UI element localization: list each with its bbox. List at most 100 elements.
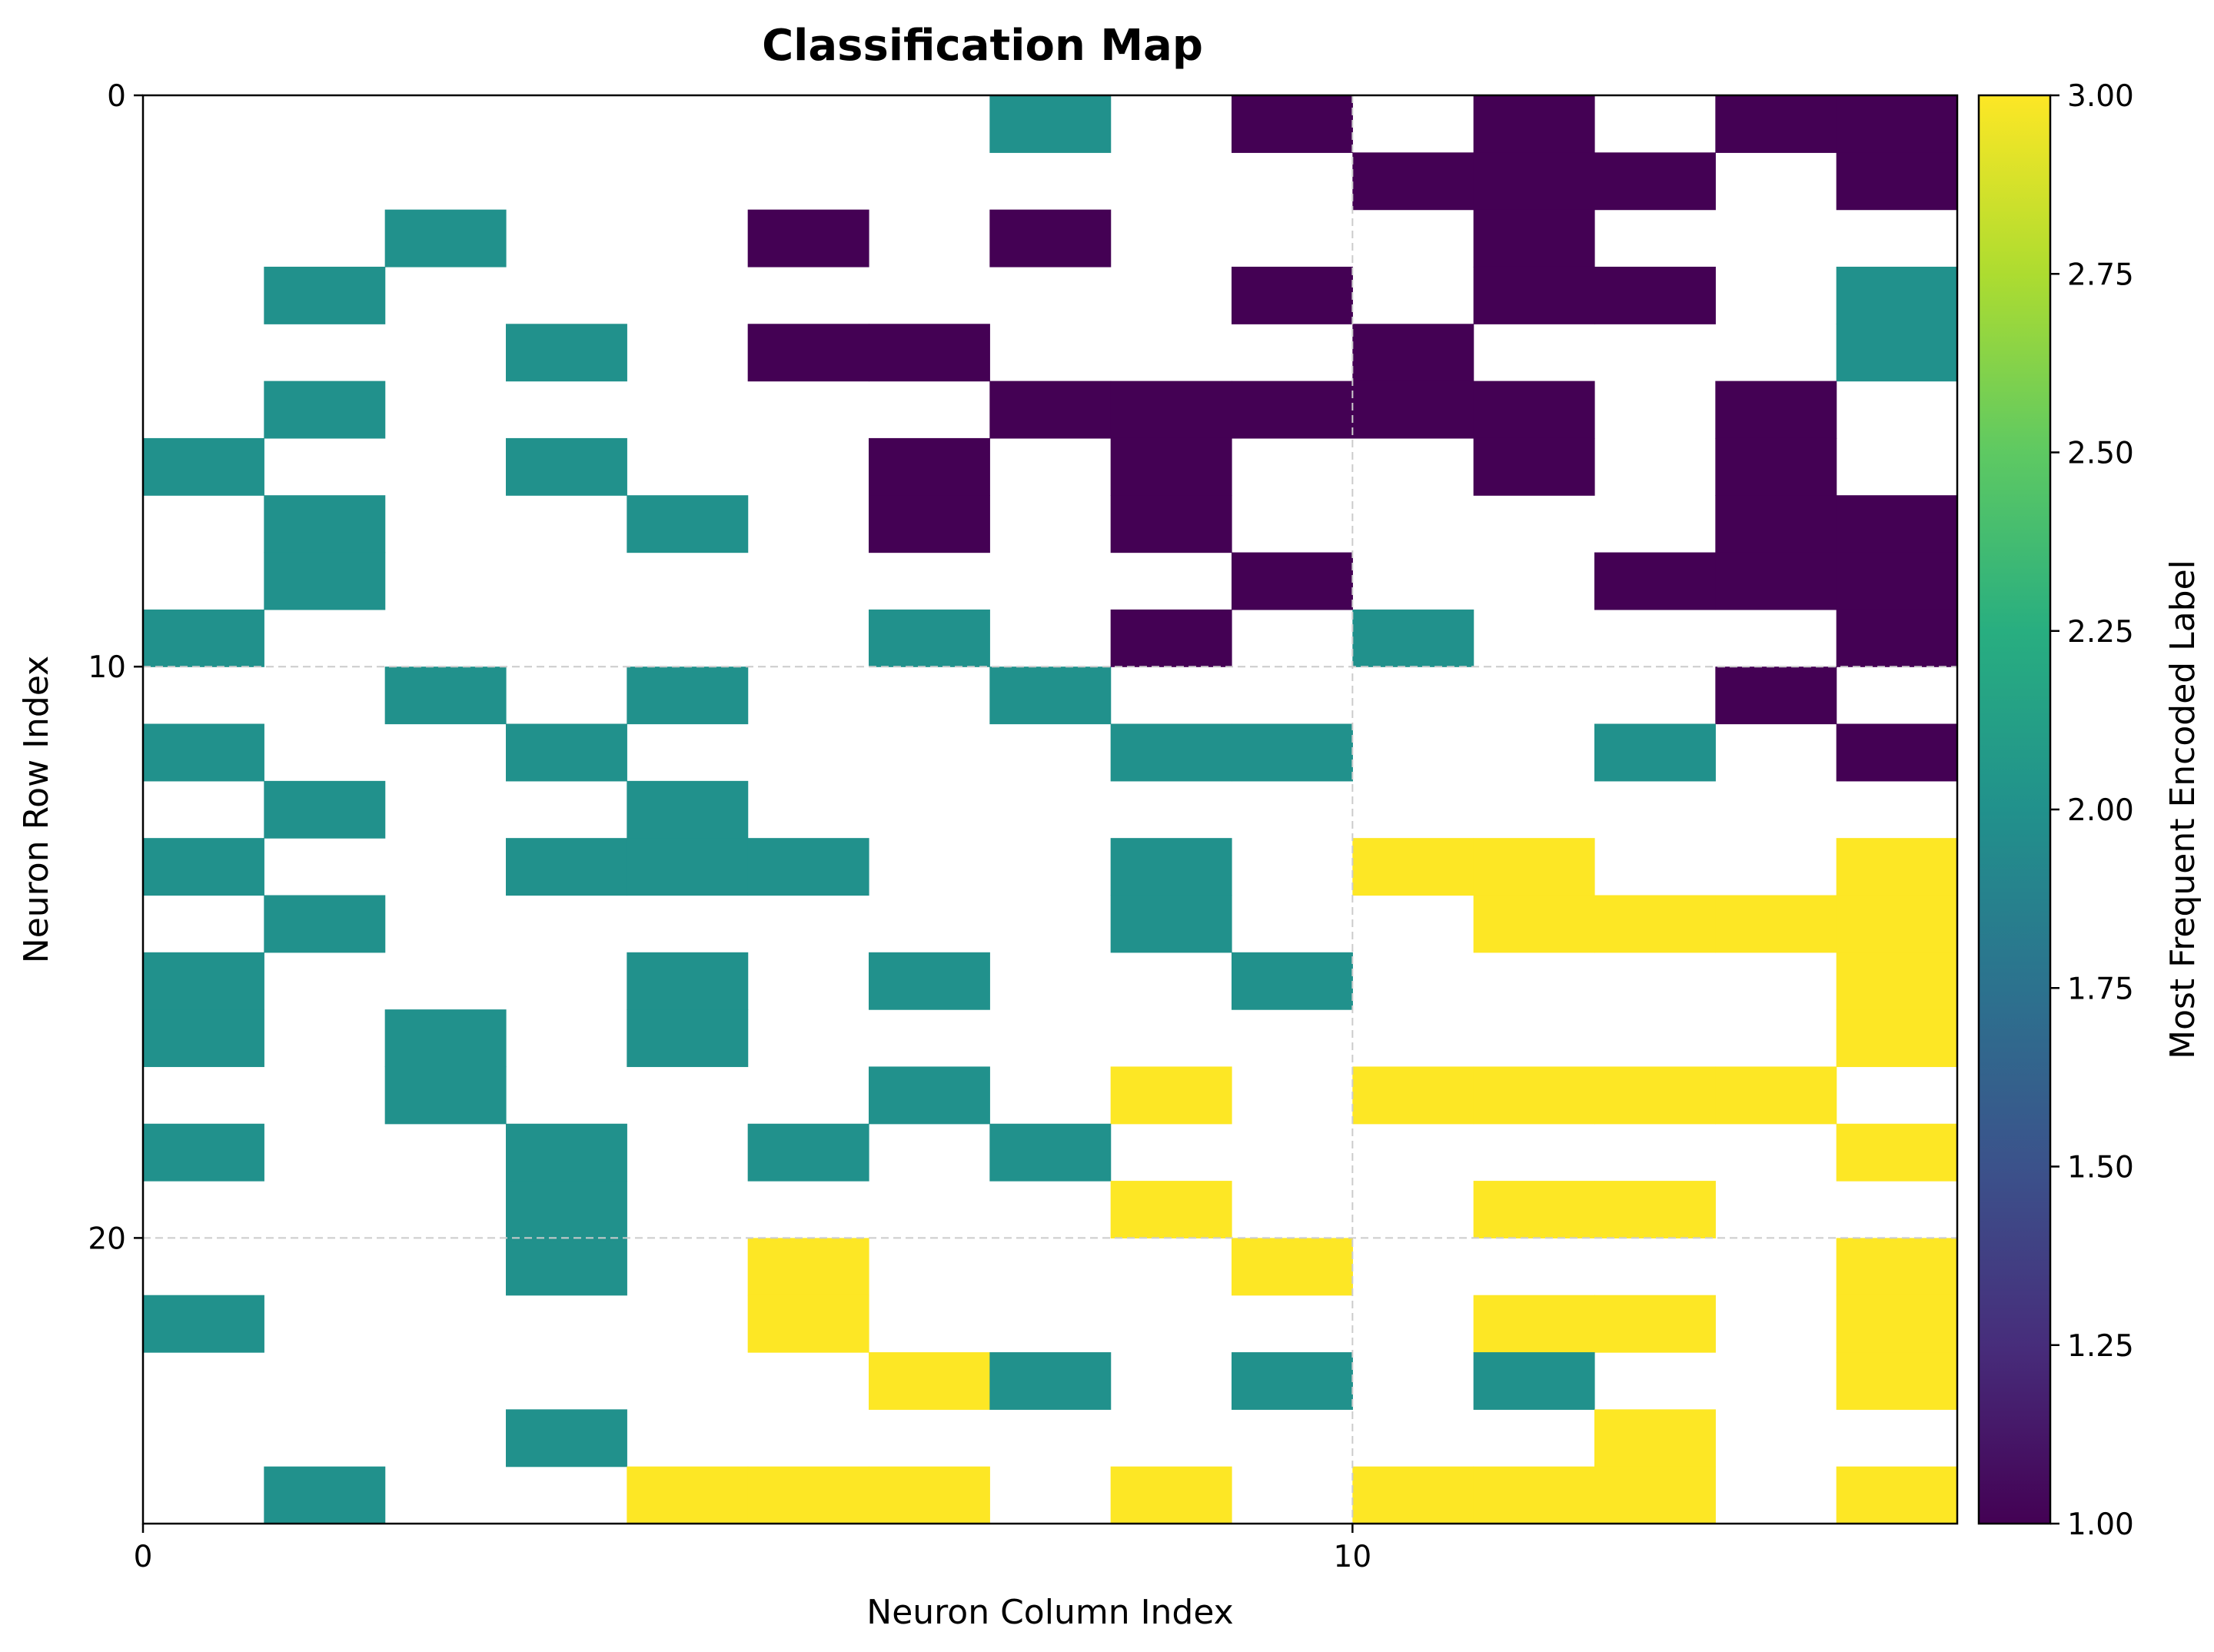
heatmap-cell <box>869 952 990 1010</box>
colorbar-tick-label: 2.75 <box>2067 258 2134 292</box>
heatmap-cell <box>1836 1352 1958 1410</box>
heatmap-cell <box>1836 552 1958 610</box>
heatmap-cell <box>1232 381 1353 439</box>
heatmap-cell <box>264 1466 386 1524</box>
heatmap-cell <box>1836 838 1958 896</box>
heatmap-cell <box>1473 895 1595 953</box>
heatmap-cell <box>1232 1352 1353 1410</box>
heatmap-cell <box>506 324 627 382</box>
heatmap-cell <box>1110 1466 1232 1524</box>
colorbar-tick-label: 2.25 <box>2067 615 2134 650</box>
plot-frame <box>141 94 1959 1525</box>
heatmap-cell <box>1232 952 1353 1010</box>
heatmap-cell <box>1473 1181 1595 1238</box>
heatmap-cell <box>1473 209 1595 268</box>
heatmap-cell <box>143 838 264 896</box>
y-tick-label: 20 <box>88 1222 126 1256</box>
heatmap-cell <box>1352 152 1474 211</box>
heatmap-cell <box>1473 838 1595 896</box>
heatmap-cell <box>1232 723 1353 782</box>
heatmap-cell <box>506 1409 627 1468</box>
heatmap-cell <box>1110 609 1232 667</box>
y-tick-label: 10 <box>88 650 126 685</box>
heatmap-cell <box>989 1352 1112 1410</box>
heatmap-cell <box>506 1181 627 1238</box>
heatmap-cell <box>1473 1352 1595 1410</box>
heatmap-cell <box>384 1009 507 1068</box>
colorbar-tick-label: 1.00 <box>2067 1507 2134 1542</box>
heatmap-cell <box>1352 324 1474 382</box>
heatmap-cell <box>1836 152 1958 211</box>
heatmap-cell <box>1836 1466 1958 1524</box>
heatmap-cell <box>1715 552 1837 610</box>
heatmap-cell <box>1836 324 1958 382</box>
heatmap-cell <box>1836 495 1958 553</box>
heatmap-cell <box>1110 495 1232 553</box>
heatmap-cell <box>747 1466 869 1524</box>
heatmap-cell <box>1594 1181 1716 1238</box>
heatmap-cell <box>264 552 386 610</box>
heatmap-cell <box>143 609 264 667</box>
heatmap-cell <box>1836 1009 1958 1068</box>
heatmap-cell <box>143 952 264 1010</box>
heatmap-cell <box>1836 1123 1958 1182</box>
heatmap-cell <box>506 1238 627 1296</box>
heatmap-cell <box>1594 1409 1716 1468</box>
heatmap-cell <box>869 1466 990 1524</box>
x-tick-label: 0 <box>134 1540 153 1574</box>
heatmap-cell <box>264 780 386 839</box>
heatmap-cell <box>1110 895 1232 953</box>
heatmap-cell <box>1836 95 1958 153</box>
heatmap-cell <box>1473 381 1595 439</box>
heatmap-cells <box>143 95 1958 1524</box>
heatmap-cell <box>869 1066 990 1125</box>
heatmap-cell <box>506 1123 627 1182</box>
heatmap-cell <box>869 437 990 496</box>
heatmap-cell <box>627 952 749 1010</box>
heatmap-cell <box>506 437 627 496</box>
heatmap-cell <box>264 266 386 324</box>
heatmap-cell <box>1836 723 1958 782</box>
heatmap-cell <box>1232 1238 1353 1296</box>
heatmap-cell <box>1110 1181 1232 1238</box>
heatmap-cell <box>264 381 386 439</box>
heatmap-cell <box>1715 1066 1837 1125</box>
heatmap-cell <box>506 723 627 782</box>
heatmap-cell <box>1232 266 1353 324</box>
heatmap-cell <box>869 495 990 553</box>
colorbar-tick-label: 1.75 <box>2067 972 2134 1006</box>
heatmap-cell <box>989 95 1112 153</box>
heatmap-cell <box>1594 895 1716 953</box>
heatmap-cell <box>1836 266 1958 324</box>
heatmap-cell <box>1110 381 1232 439</box>
heatmap-cell <box>1836 895 1958 953</box>
heatmap-cell <box>1473 95 1595 153</box>
heatmap-cell <box>143 1295 264 1353</box>
colorbar-ticks: 1.00 1.25 1.50 1.75 2.00 2.25 2.50 2.75 3.00 <box>2050 79 2134 1542</box>
heatmap-cell <box>143 437 264 496</box>
heatmap-cell <box>1594 552 1716 610</box>
heatmap-cell <box>627 495 749 553</box>
heatmap-cell <box>1473 152 1595 211</box>
heatmap-cell <box>1473 437 1595 496</box>
heatmap-cell <box>989 381 1112 439</box>
heatmap-cell <box>869 609 990 667</box>
x-tick-label: 10 <box>1334 1540 1372 1574</box>
heatmap-cell <box>384 1066 507 1125</box>
heatmap-cell <box>627 666 749 725</box>
gridlines <box>143 95 1957 1524</box>
heatmap-cell <box>1232 552 1353 610</box>
heatmap-cell <box>989 1123 1112 1182</box>
heatmap-cell <box>143 1123 264 1182</box>
heatmap-cell <box>1473 1295 1595 1353</box>
heatmap-cell <box>1473 1466 1595 1524</box>
heatmap-cell <box>1594 152 1716 211</box>
heatmap-cell <box>1715 666 1837 725</box>
heatmap-cell <box>1110 838 1232 896</box>
heatmap-cell <box>1836 1295 1958 1353</box>
heatmap-cell <box>506 838 627 896</box>
heatmap-cell <box>143 723 264 782</box>
heatmap-cell <box>1110 437 1232 496</box>
